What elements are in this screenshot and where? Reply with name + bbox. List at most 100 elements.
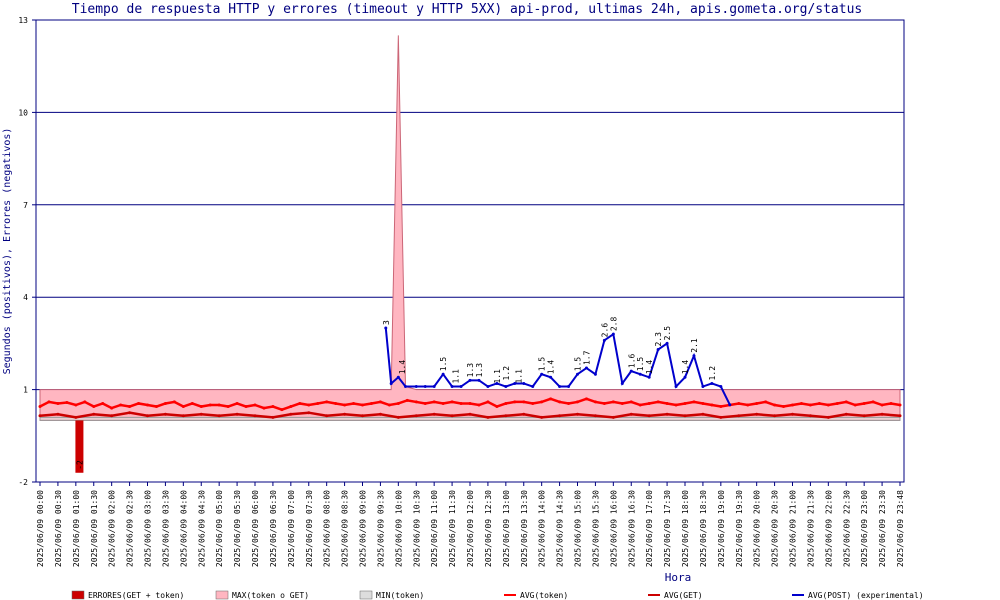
series-avg-token-point-27 — [280, 408, 284, 412]
x-tick-label-11: 2025/06/09 05:30 — [233, 490, 242, 567]
series-avg-post-experimental-point-2 — [396, 375, 400, 379]
x-tick-label-22: 2025/06/09 11:00 — [430, 490, 439, 567]
x-tick-label-10: 2025/06/09 05:00 — [215, 490, 224, 567]
series-avg-get-point-13 — [271, 415, 275, 419]
series-avg-post-experimental-point-25 — [602, 338, 606, 342]
series-avg-get-point-40 — [755, 412, 759, 416]
series-avg-token-point-42 — [414, 400, 418, 404]
series-avg-token-point-51 — [495, 405, 499, 409]
series-avg-token-point-81 — [764, 400, 768, 404]
series-avg-token-point-2 — [56, 401, 60, 405]
x-tick-label-46: 2025/06/09 23:00 — [860, 490, 869, 567]
series-avg-get-point-22 — [432, 412, 436, 416]
x-tick-label-28: 2025/06/09 14:00 — [538, 490, 547, 567]
series-avg-post-experimental-point-24 — [593, 372, 597, 376]
legend-label-4: AVG(GET) — [664, 591, 703, 600]
series-avg-token-point-71 — [674, 403, 678, 407]
data-label-13: 2.6 — [600, 323, 609, 338]
data-label-19: 2.5 — [663, 326, 672, 341]
data-label-17: 1.4 — [645, 360, 654, 375]
data-label-20: 1.4 — [681, 360, 690, 375]
x-tick-label-25: 2025/06/09 12:30 — [484, 490, 493, 567]
x-tick-label-47: 2025/06/09 23:30 — [878, 490, 887, 567]
data-label-15: 1.6 — [627, 353, 636, 368]
x-tick-label-31: 2025/06/09 15:30 — [591, 490, 600, 567]
series-avg-token-point-44 — [432, 400, 436, 404]
series-avg-token-point-57 — [549, 397, 553, 401]
series-avg-post-experimental-point-27 — [620, 381, 624, 385]
series-avg-get-point-2 — [74, 415, 78, 419]
data-label-14: 2.8 — [609, 317, 618, 332]
series-avg-post-experimental-point-31 — [656, 348, 660, 352]
data-label-16: 1.5 — [636, 357, 645, 372]
data-label-2: 1.5 — [439, 357, 448, 372]
x-tick-label-23: 2025/06/09 11:30 — [448, 490, 457, 567]
series-avg-token-point-38 — [378, 400, 382, 404]
series-avg-get-point-9 — [199, 412, 203, 416]
series-avg-post-experimental-point-34 — [683, 375, 687, 379]
x-tick-label-14: 2025/06/09 07:00 — [287, 490, 296, 567]
x-axis: 2025/06/09 00:00 2025/06/09 00:30 2025/06/… — [36, 482, 905, 567]
series-avg-token-point-39 — [387, 403, 391, 407]
series-avg-token-point-64 — [611, 400, 615, 404]
series-avg-token-point-34 — [343, 403, 347, 407]
x-tick-label-39: 2025/06/09 19:30 — [735, 490, 744, 567]
y-tick-label-4: 10 — [18, 108, 28, 117]
series-avg-token-point-18 — [199, 405, 203, 409]
series-avg-post-experimental-point-14 — [504, 385, 508, 389]
series-avg-token-point-50 — [486, 400, 490, 404]
series-avg-token-point-69 — [656, 400, 660, 404]
series-avg-token-point-78 — [737, 401, 741, 405]
series-avg-token-point-32 — [325, 400, 329, 404]
x-tick-label-20: 2025/06/09 10:00 — [394, 490, 403, 567]
series-avg-token-point-35 — [352, 401, 356, 405]
x-tick-label-0: 2025/06/09 00:00 — [36, 490, 45, 567]
series-avg-token-point-21 — [226, 405, 230, 409]
series-avg-post-experimental-point-9 — [459, 385, 463, 389]
series-avg-get-point-27 — [522, 412, 526, 416]
x-tick-label-45: 2025/06/09 22:30 — [842, 490, 851, 567]
series-avg-post-experimental-point-0 — [384, 326, 388, 330]
x-tick-label-8: 2025/06/09 04:00 — [179, 490, 188, 567]
series-avg-get-point-11 — [235, 412, 239, 416]
series-avg-token-point-94 — [880, 403, 884, 407]
series-avg-token-point-0 — [38, 405, 42, 409]
series-avg-get-point-8 — [181, 414, 185, 418]
series-avg-token-point-47 — [459, 401, 463, 405]
y-tick-label-5: 13 — [18, 16, 28, 25]
series-avg-token-point-93 — [871, 400, 875, 404]
series-avg-token-point-26 — [271, 405, 275, 409]
series-avg-post-experimental-point-29 — [638, 372, 642, 376]
series-avg-get-point-4 — [110, 414, 114, 418]
y-axis: -2 1 4 7 10 13 — [18, 16, 36, 487]
data-label-5: 1.3 — [475, 363, 484, 378]
series-avg-token-point-41 — [405, 398, 409, 402]
series-avg-get-point-26 — [504, 414, 508, 418]
series-avg-token-point-31 — [316, 401, 320, 405]
series-avg-token-point-46 — [450, 400, 454, 404]
series-avg-token-point-91 — [853, 403, 857, 407]
series-avg-token-point-67 — [638, 403, 642, 407]
x-tick-label-36: 2025/06/09 18:00 — [681, 490, 690, 567]
series-avg-post-experimental-point-23 — [584, 366, 588, 370]
plot-area: 31.4 1.51.1 1.3 1.3 1.1 1.2 1.11.5 1.4 1.5 1.72.6… — [35, 19, 905, 483]
series-avg-get-point-35 — [665, 412, 669, 416]
series-avg-token-point-36 — [361, 403, 364, 407]
x-tick-label-40: 2025/06/09 20:00 — [753, 490, 762, 567]
x-tick-label-44: 2025/06/09 22:00 — [824, 490, 833, 567]
series-avg-token-point-40 — [396, 401, 400, 405]
data-label-10: 1.4 — [547, 360, 556, 375]
data-label-3: 1.1 — [452, 369, 461, 384]
series-avg-token-point-83 — [782, 405, 786, 409]
series-avg-post-experimental-point-38 — [719, 385, 723, 389]
x-tick-label-6: 2025/06/09 03:00 — [144, 490, 153, 567]
data-label-18: 2.3 — [654, 332, 663, 347]
series-avg-post-experimental-point-26 — [611, 332, 615, 336]
series-avg-token-point-61 — [584, 397, 588, 401]
series-avg-get-point-17 — [343, 412, 347, 416]
x-tick-label-2: 2025/06/09 01:00 — [72, 490, 81, 567]
x-tick-label-43: 2025/06/09 21:30 — [806, 490, 815, 567]
series-avg-token-point-30 — [307, 403, 311, 407]
series-avg-post-experimental-point-13 — [495, 381, 499, 385]
data-label-8: 1.1 — [514, 369, 523, 384]
